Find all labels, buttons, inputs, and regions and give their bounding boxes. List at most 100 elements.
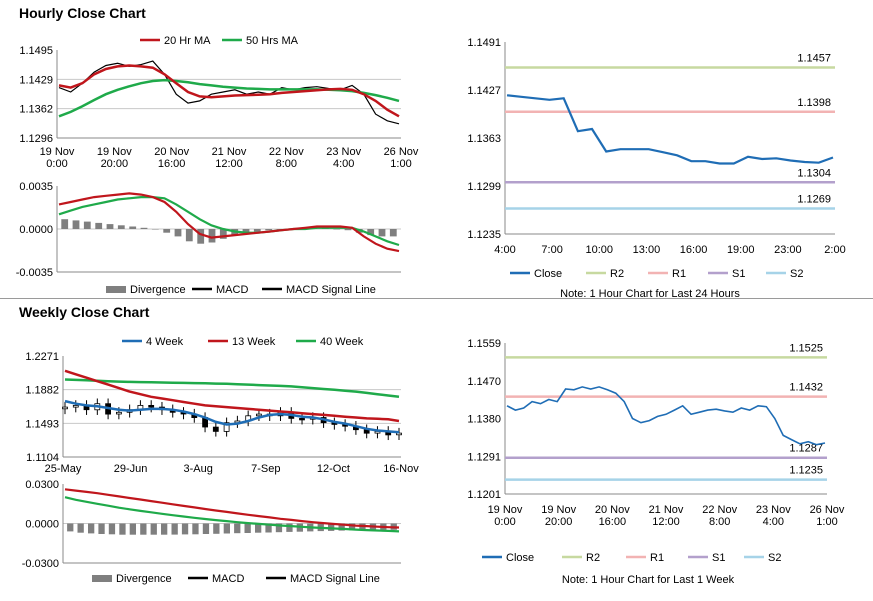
hourly-price-x-tick-label: 8:00 [276,158,297,170]
weekly-price-y-tick-label: 1.1104 [26,452,59,464]
hourly-close-s2-label: 1.1269 [797,194,831,206]
hourly-price-x-tick-label: 16:00 [158,158,186,170]
weekly-macd-legend-entry-macd-signal-line: MACD Signal Line [290,573,380,585]
hourly-macd-divergence-bar [242,229,250,233]
hourly-price-x-tick-label: 12:00 [215,158,243,170]
weekly-price-candle [396,432,402,436]
hourly-price-x-tick-label: 23 Nov [326,146,361,158]
weekly-macd-divergence-bar [161,523,168,535]
hourly-macd-divergence-bar [61,219,69,229]
weekly-price-y-tick-label: 1.1882 [25,385,59,397]
weekly-price-y-tick-label: 1.1493 [25,418,59,430]
weekly-close-legend-entry-s2: S2 [768,552,781,564]
weekly-macd-signal-line [64,488,400,529]
weekly-price-candle [223,422,230,432]
weekly-price-candle [255,413,262,417]
hourly-close-x-tick-label: 2:00 [824,244,845,256]
hourly-macd-divergence-bar [219,229,227,239]
weekly-macd-divergence-bar [338,523,345,531]
hourly-macd-divergence-bar [389,229,397,237]
weekly-price-40wk-line [64,378,400,399]
hourly-close-y-tick-label: 1.1427 [467,85,501,97]
hourly-macd-legend-entry-macd-signal-line: MACD Signal Line [286,284,376,296]
weekly-close-x-tick-label: 26 Nov [810,504,845,516]
weekly-price-candle [212,426,219,432]
hourly-close-legend-entry-r1: R1 [672,268,686,280]
weekly-price-candle [62,406,68,410]
hourly-price-y-tick-label: 1.1296 [19,133,53,145]
weekly-close-r2-label: 1.1525 [789,342,823,354]
hourly-macd-divergence-bar [378,229,386,237]
hourly-price-20hr-ma-line [58,64,400,118]
weekly-macd-y-tick-label: 0.0300 [25,479,59,491]
weekly-close-x-tick-label: 22 Nov [702,504,737,516]
weekly-close-x-tick-label: 20:00 [545,516,573,528]
hourly-macd-y-tick-label: 0.0000 [19,224,53,236]
hourly-close-s1-label: 1.1304 [797,167,831,179]
weekly-close-legend-entry-close: Close [506,552,534,564]
hourly-price-y-tick-label: 1.1495 [19,45,53,57]
hourly-macd-y-tick-label: 0.0035 [19,181,53,193]
weekly-macd-legend-entry-divergence: Divergence [116,573,172,585]
hourly-macd-divergence-bar [197,229,205,244]
weekly-close-s1-label: 1.1287 [789,443,823,455]
hourly-macd-y-tick-label: -0.0035 [16,267,53,279]
hourly-close-x-tick-label: 16:00 [680,244,708,256]
hourly-macd-divergence-bar [140,227,148,229]
weekly-close-x-tick-label: 23 Nov [756,504,791,516]
hourly-close-legend-entry-s2: S2 [790,268,803,280]
hourly-close-legend-entry-close: Close [534,268,562,280]
hourly-close-note: Note: 1 Hour Chart for Last 24 Hours [560,288,740,300]
weekly-macd-divergence-bar [150,523,157,535]
hourly-macd-divergence-bar [185,229,193,242]
hourly-price-x-tick-label: 19 Nov [97,146,132,158]
weekly-macd-divergence-bar [244,523,251,533]
weekly-macd-divergence-bar [234,523,241,534]
hourly-close-y-tick-label: 1.1235 [467,229,501,241]
weekly-price-candle [148,404,155,408]
weekly-section-title: Weekly Close Chart [19,304,150,320]
weekly-macd-divergence-bar [255,523,262,533]
hourly-macd-divergence-bar [83,221,91,229]
hourly-macd-signal-line [58,196,400,247]
weekly-price-x-tick-label: 29-Jun [114,463,148,475]
hourly-price-x-tick-label: 20 Nov [154,146,189,158]
weekly-price-legend-entry-13-week: 13 Week [232,336,276,348]
weekly-price-legend-entry-4-week: 4 Week [146,336,184,348]
hourly-macd-divergence-bar [265,229,273,231]
weekly-macd-divergence-bar [171,523,178,535]
weekly-macd-divergence-bar [181,523,189,535]
hourly-close-x-tick-label: 7:00 [541,244,562,256]
weekly-price-x-tick-label: 12-Oct [317,463,350,475]
weekly-price-x-tick-label: 7-Sep [251,463,280,475]
weekly-macd-divergence-bar [223,523,230,534]
weekly-close-legend-entry-r1: R1 [650,552,664,564]
weekly-close-close-line [506,386,826,446]
weekly-close-s2-label: 1.1235 [789,465,823,477]
hourly-macd-divergence-bar [253,229,261,232]
hourly-price-50hr-ma-line [58,78,400,118]
weekly-close-x-tick-label: 21 Nov [649,504,684,516]
weekly-macd-divergence-bar [98,523,105,534]
hourly-price-x-tick-label: 21 Nov [212,146,247,158]
hourly-close-r1-label: 1.1398 [797,97,831,109]
hourly-price-x-tick-label: 26 Nov [384,146,419,158]
weekly-price-y-tick-label: 1.2271 [25,351,59,363]
hourly-macd-divergence-bar [344,229,352,231]
hourly-close-x-tick-label: 10:00 [586,244,614,256]
weekly-macd-macd-line [64,496,400,533]
hourly-macd-legend-entry-divergence: Divergence [130,284,186,296]
weekly-close-x-tick-label: 16:00 [599,516,627,528]
weekly-macd-divergence-bar [192,523,199,535]
hourly-close-legend-entry-r2: R2 [610,268,624,280]
weekly-macd-legend-entry-macd: MACD [212,573,244,585]
weekly-close-legend-entry-s1: S1 [712,552,725,564]
hourly-close-r2-label: 1.1457 [797,53,831,65]
weekly-close-x-tick-label: 19 Nov [541,504,576,516]
weekly-macd-divergence-bar [77,523,84,533]
weekly-macd-divergence-bar [67,523,74,532]
weekly-macd-divergence-bar [348,523,356,531]
weekly-price-x-tick-label: 3-Aug [184,463,213,475]
hourly-price-x-tick-label: 1:00 [390,158,411,170]
weekly-close-x-tick-label: 4:00 [763,516,784,528]
